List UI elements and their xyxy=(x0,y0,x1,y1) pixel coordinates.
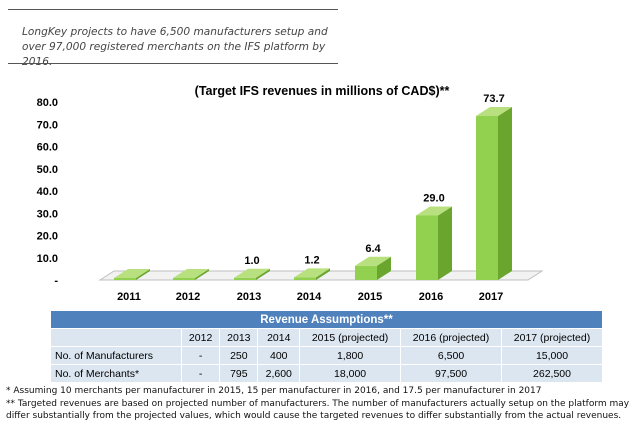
bar-front xyxy=(476,116,498,280)
x-axis: 2011 2012 2013 2014 2015 2016 2017 xyxy=(117,291,503,303)
bar-2015: 6.4 xyxy=(355,243,391,280)
bar-side xyxy=(316,268,330,280)
table-row: No. of Merchants* - 795 2,600 18,000 97,… xyxy=(50,364,603,383)
bar-front xyxy=(173,278,195,280)
x-tick-label: 2016 xyxy=(419,291,443,303)
bar-front xyxy=(294,277,316,280)
page-caption: LongKey projects to have 6,500 manufactu… xyxy=(22,26,328,68)
y-tick-label: 60.0 xyxy=(37,142,58,154)
bar-front xyxy=(114,278,136,280)
y-tick-label: - xyxy=(54,275,58,287)
bar-2014: 1.2 xyxy=(294,254,330,280)
table-cell: 400 xyxy=(257,346,301,365)
x-tick-label: 2015 xyxy=(358,291,382,303)
bar-2017: 73.7 xyxy=(476,93,512,280)
y-tick-label: 10.0 xyxy=(37,253,58,265)
footnote-revenues: ** Targeted revenues are based on projec… xyxy=(6,399,630,421)
y-tick-label: 20.0 xyxy=(37,231,58,243)
bar-front xyxy=(355,265,377,280)
bar-top xyxy=(476,107,512,117)
caption-rule xyxy=(8,63,338,64)
x-tick-label: 2017 xyxy=(479,291,503,303)
y-tick-label: 40.0 xyxy=(37,186,58,198)
bar-side xyxy=(195,269,209,280)
chart-title: (Target IFS revenues in millions of CAD$… xyxy=(195,84,450,98)
table-cell: 262,500 xyxy=(501,364,603,383)
table-cell: 795 xyxy=(219,364,259,383)
y-tick-label: 50.0 xyxy=(37,164,58,176)
y-tick-label: 70.0 xyxy=(37,119,58,131)
x-tick-label: 2013 xyxy=(237,291,261,303)
bars-group: 1.0 1.2 6.4 29.0 73.7 xyxy=(114,93,512,280)
bar-2012 xyxy=(173,269,209,280)
table-row: No. of Manufacturers - 250 400 1,800 6,5… xyxy=(50,346,603,365)
bar-front xyxy=(416,215,438,280)
y-axis: - 10.0 20.0 30.0 40.0 50.0 60.0 70.0 80.0 xyxy=(37,97,59,287)
table-cell: 97,500 xyxy=(400,364,503,383)
row-label: No. of Manufacturers xyxy=(50,346,182,365)
data-label: 1.2 xyxy=(304,254,319,266)
footnote-merchants: * Assuming 10 merchants per manufacturer… xyxy=(6,386,542,396)
bar-top xyxy=(355,256,391,266)
bar-side xyxy=(256,268,270,280)
header-cell xyxy=(50,328,182,347)
header-cell: 2013 xyxy=(219,328,259,347)
header-cell: 2012 xyxy=(180,328,221,347)
table-cell: 18,000 xyxy=(299,364,402,383)
y-tick-label: 30.0 xyxy=(37,208,58,220)
bar-front xyxy=(234,277,256,280)
top-rule xyxy=(8,9,338,10)
bar-side xyxy=(377,256,391,280)
x-tick-label: 2011 xyxy=(117,291,141,303)
x-tick-label: 2014 xyxy=(297,291,322,303)
data-label: 6.4 xyxy=(365,243,381,255)
y-tick-label: 80.0 xyxy=(37,97,58,109)
header-cell: 2015 (projected) xyxy=(299,328,402,347)
bar-2011 xyxy=(114,269,150,280)
data-label: 29.0 xyxy=(423,192,444,204)
bar-top xyxy=(173,269,209,278)
bar-top xyxy=(416,206,452,216)
table-header-row: 2012 2013 2014 2015 (projected) 2016 (pr… xyxy=(50,328,603,347)
table-cell: 1,800 xyxy=(299,346,402,365)
table-cell: - xyxy=(180,346,221,365)
revenue-bar-chart: (Target IFS revenues in millions of CAD$… xyxy=(37,84,544,303)
x-tick-label: 2012 xyxy=(176,291,200,303)
bar-top xyxy=(294,268,330,278)
table-cell: 2,600 xyxy=(257,364,301,383)
revenue-assumptions-table: Revenue Assumptions** 2012 2013 2014 201… xyxy=(50,310,603,383)
table-cell: - xyxy=(180,364,221,383)
header-cell: 2016 (projected) xyxy=(400,328,503,347)
table-cell: 15,000 xyxy=(501,346,603,365)
bar-side xyxy=(136,269,150,280)
header-cell: 2014 xyxy=(257,328,301,347)
header-cell: 2017 (projected) xyxy=(501,328,603,347)
table-title: Revenue Assumptions** xyxy=(50,310,603,329)
table-cell: 250 xyxy=(219,346,259,365)
data-label: 73.7 xyxy=(483,93,504,105)
bar-side xyxy=(438,206,452,280)
bar-2016: 29.0 xyxy=(416,192,452,280)
bar-2013: 1.0 xyxy=(234,255,270,280)
table-cell: 6,500 xyxy=(400,346,503,365)
row-label: No. of Merchants* xyxy=(50,364,182,383)
bar-top xyxy=(114,269,150,278)
bar-top xyxy=(234,268,270,278)
data-label: 1.0 xyxy=(244,255,259,267)
bar-side xyxy=(498,107,512,280)
